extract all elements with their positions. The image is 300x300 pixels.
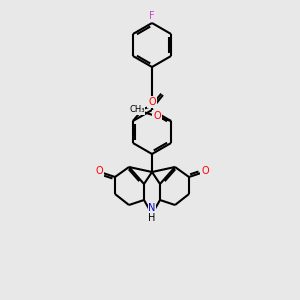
Text: O: O: [95, 166, 103, 176]
Text: F: F: [149, 11, 155, 21]
Text: O: O: [153, 111, 161, 121]
Text: N: N: [148, 203, 156, 213]
Text: CH₃: CH₃: [129, 106, 145, 115]
Text: H: H: [148, 213, 156, 223]
Text: O: O: [201, 166, 209, 176]
Text: O: O: [148, 97, 156, 107]
